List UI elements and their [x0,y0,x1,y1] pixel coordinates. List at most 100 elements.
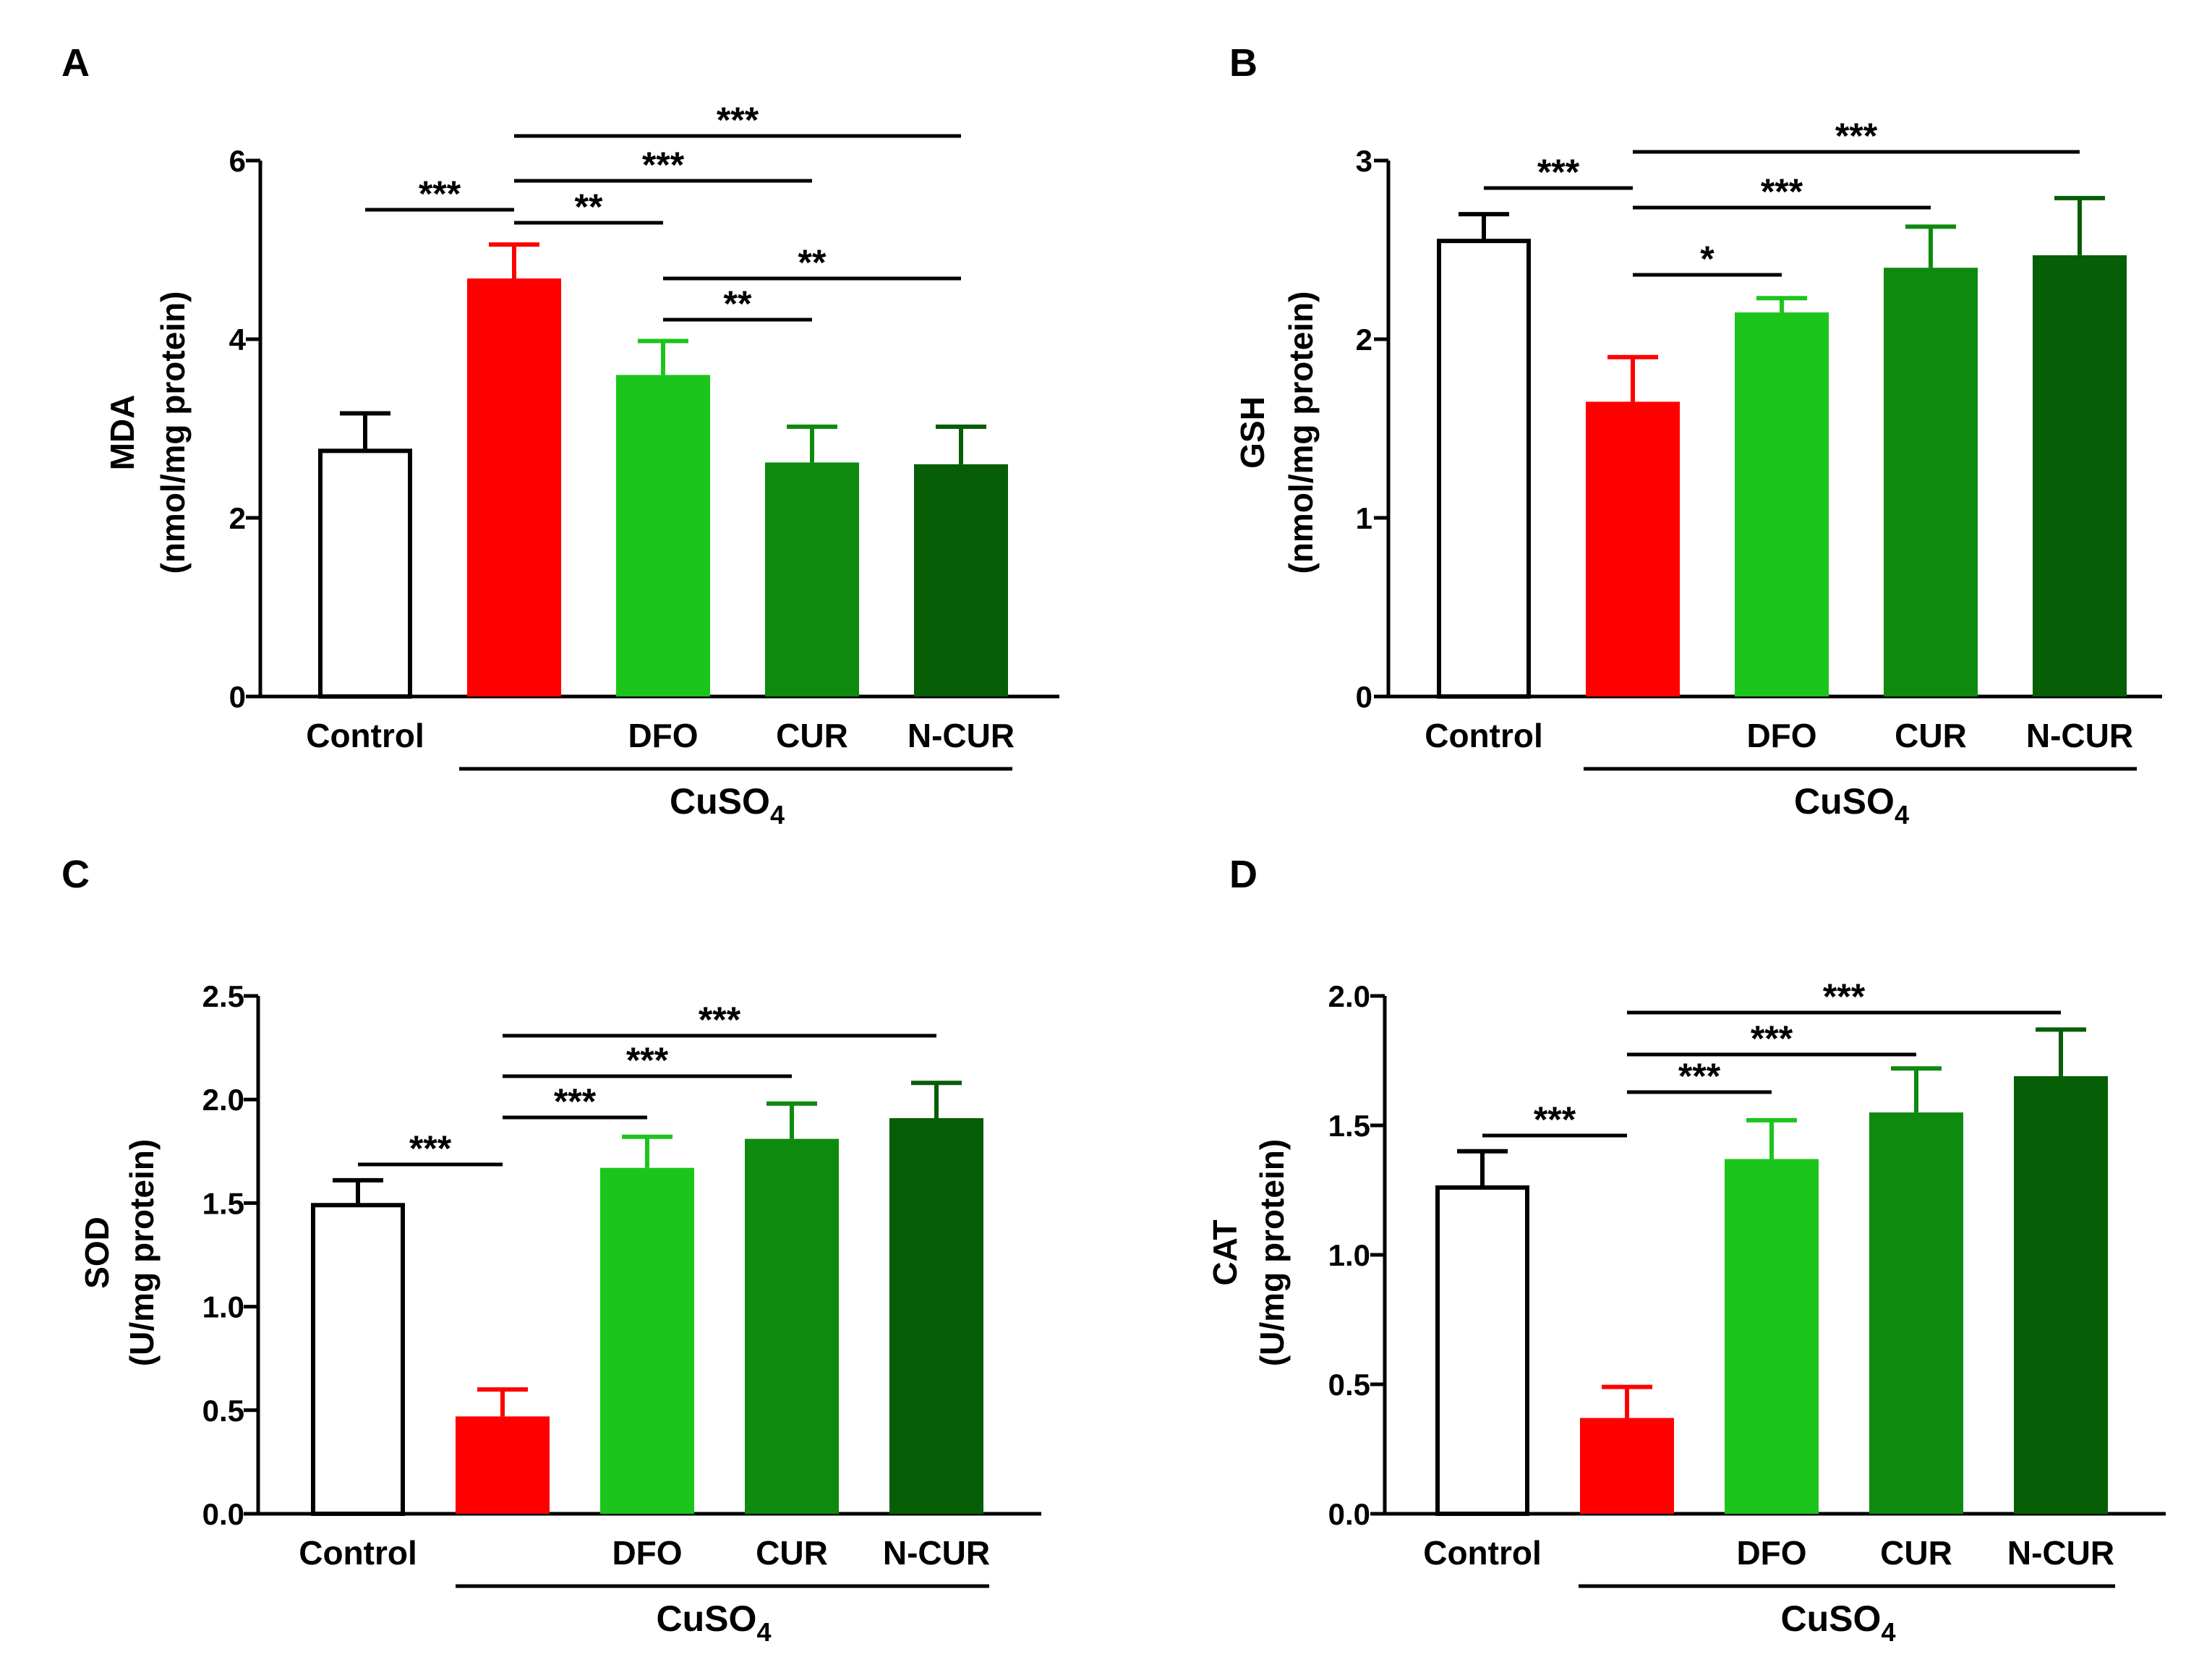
significance-label: ** [724,284,752,324]
y-axis-title: SOD [78,1217,116,1289]
group-label-subscript: 4 [1881,1617,1895,1647]
group-label-subscript: 4 [1895,800,1909,830]
bar [467,278,561,696]
bar [889,1117,983,1514]
significance-label: * [1700,239,1714,279]
y-tick-label: 2.0 [202,1083,244,1117]
bar [1735,312,1829,696]
significance-label: ** [798,242,827,283]
bar [745,1138,839,1514]
panel-letter: C [61,853,90,896]
x-tick-label: N-CUR [2007,1534,2114,1572]
bar [1435,1185,1529,1517]
y-tick-label: 0.5 [202,1394,244,1428]
bar [318,448,412,699]
x-tick-label: CUR [756,1534,828,1572]
panel-c: C 0.0 0.5 1.0 1.5 2.0 2.5 SOD (U/mg protein) Cont… [61,853,1041,1647]
y-tick-label: 0.0 [202,1497,244,1531]
y-tick-label: 2.0 [1328,979,1370,1013]
significance-label: *** [1534,1099,1576,1140]
group-label-subscript: 4 [770,800,785,830]
significance-label: *** [554,1081,597,1122]
x-tick-label: N-CUR [2026,717,2133,754]
y-tick-label: 1.0 [1328,1238,1370,1272]
y-tick-label: 4 [229,323,247,357]
x-tick-label: DFO [628,717,698,754]
x-tick-label: Control [306,717,424,754]
significance-label: *** [699,1000,741,1040]
panel-a: A 0 2 4 6 MDA (nmol/mg protein) Control DFO CUR N-… [61,41,1059,830]
y-tick-label: 1.0 [202,1290,244,1324]
y-tick-label: 1 [1356,501,1372,535]
significance-label: *** [626,1040,669,1081]
y-tick-label: 2 [229,501,246,535]
bar [1869,1112,1963,1514]
y-axis-title: MDA [103,395,141,471]
x-tick-label: CUR [1895,717,1967,754]
x-tick-label: N-CUR [883,1534,990,1572]
group-label-base: CuSO [670,781,770,822]
y-axis-unit: (nmol/mg protein) [154,291,192,574]
bar [456,1416,550,1514]
significance-label: *** [717,100,759,140]
significance-label: *** [1761,171,1803,212]
y-tick-label: 1.5 [1328,1109,1370,1143]
y-tick-label: 2 [1356,323,1372,357]
significance-label: *** [409,1128,452,1169]
x-tick-label: Control [299,1534,417,1572]
group-label: CuSO4 [657,1598,772,1647]
bar [1884,268,1978,696]
y-tick-label: 0.0 [1328,1497,1370,1531]
group-label: CuSO4 [1794,781,1909,830]
y-tick-label: 1.5 [202,1186,244,1220]
panel-b: B 0 1 2 3 GSH (nmol/mg protein) Control DFO CUR N-… [1229,41,2162,830]
y-axis-title: GSH [1234,396,1271,469]
significance-label: ** [575,187,603,227]
significance-label: *** [1537,152,1580,192]
bar [765,462,859,696]
y-axis-title: CAT [1206,1219,1244,1285]
bar [600,1167,694,1514]
y-tick-label: 6 [229,144,246,178]
significance-label: *** [1678,1056,1721,1096]
x-tick-label: N-CUR [908,717,1015,754]
y-tick-label: 2.5 [202,979,244,1013]
x-tick-label: CUR [776,717,848,754]
x-tick-label: CUR [1880,1534,1952,1572]
panel-letter: B [1229,41,1257,85]
bar [1586,401,1680,696]
y-tick-label: 0.5 [1328,1368,1370,1402]
panel-d: D 0.0 0.5 1.0 1.5 2.0 CAT (U/mg protein) Control… [1206,853,2166,1647]
bar [616,375,710,696]
bar [1437,239,1531,699]
significance-label: *** [1835,116,1878,156]
x-tick-label: Control [1425,717,1543,754]
group-label: CuSO4 [670,781,785,830]
group-label-base: CuSO [657,1598,757,1639]
bar [1725,1159,1819,1514]
y-tick-label: 0 [1356,680,1372,714]
group-label-base: CuSO [1794,781,1895,822]
significance-label: *** [642,145,685,185]
group-label-base: CuSO [1781,1598,1882,1639]
x-tick-label: DFO [1736,1534,1806,1572]
x-tick-label: DFO [1746,717,1816,754]
y-axis-unit: (U/mg protein) [1253,1139,1291,1366]
group-label-subscript: 4 [756,1617,771,1647]
bar [2033,255,2127,696]
significance-label: *** [1823,976,1866,1017]
significance-label: *** [1751,1018,1793,1059]
panel-letter: A [61,41,90,85]
group-label: CuSO4 [1781,1598,1896,1647]
bar [1580,1418,1674,1514]
y-axis-unit: (nmol/mg protein) [1282,291,1320,574]
bar [914,464,1008,696]
significance-label: *** [419,174,461,214]
bar [2014,1075,2108,1514]
x-tick-label: DFO [612,1534,682,1572]
x-tick-label: Control [1423,1534,1542,1572]
bar [311,1203,405,1517]
y-axis-unit: (U/mg protein) [123,1139,161,1366]
y-tick-label: 0 [229,680,246,714]
